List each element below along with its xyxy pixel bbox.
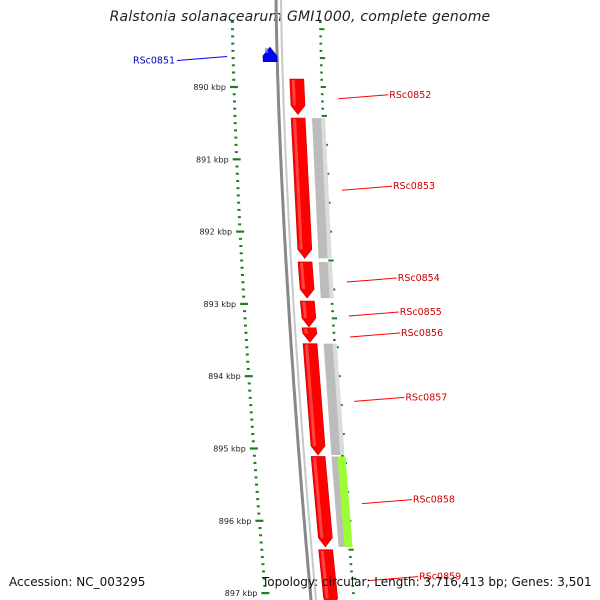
rna-feature-bar — [337, 456, 353, 547]
gene-arrow-shine — [264, 48, 269, 54]
gene-arrow-shine — [320, 550, 329, 599]
gene-label-rsc0853: RSc0853 — [393, 181, 435, 192]
map-title: Ralstonia solanacearum GMI1000, complete… — [109, 9, 491, 25]
gene-label-rsc0854: RSc0854 — [398, 273, 440, 284]
gene-label-rsc0859: RSc0859 — [419, 572, 461, 583]
gene-label-rsc0857: RSc0857 — [405, 392, 447, 403]
gene-label-rsc0852: RSc0852 — [389, 90, 431, 101]
cds-feature-highlight — [327, 261, 334, 299]
gene-callout-line — [341, 185, 392, 191]
ruler-label: 893 kbp — [204, 300, 237, 309]
ruler-label: 897 kbp — [225, 589, 258, 598]
gene-callout-line — [361, 499, 412, 505]
gene-callout-line — [346, 277, 397, 283]
ruler-label: 894 kbp — [208, 372, 241, 381]
gene-arrow-rsc0851 — [262, 46, 278, 62]
gene-arrow-shine — [305, 344, 316, 447]
backbone-layer — [274, 0, 318, 600]
gene-arrow-shine — [302, 302, 307, 319]
gene-arrow-shine — [293, 119, 303, 250]
gene-layer — [262, 46, 338, 600]
gene-label-rsc0855: RSc0855 — [400, 307, 442, 318]
gene-arrow-shine — [300, 262, 306, 290]
backbone-shadow-line — [280, 0, 318, 600]
gene-callout-line — [348, 311, 399, 317]
tick-marks-layer: 890 kbp 891 kbp 892 kbp 893 kbp 894 kbp 895 k… — [193, 20, 357, 598]
label-layer: RSc0851 RSc0852 RSc0853 RSc0854 RSc0855 RSc08… — [133, 55, 461, 582]
gene-label-rsc0856: RSc0856 — [401, 328, 443, 339]
cds-feature-highlight — [332, 343, 345, 456]
genome-summary-text: Topology: circular; Length: 3,716,413 bp… — [262, 575, 592, 589]
gene-callout-line — [338, 94, 389, 100]
gene-callout-line — [350, 332, 401, 338]
gene-callout-line — [368, 576, 419, 582]
gene-arrow-shine — [304, 328, 308, 334]
gene-label-rsc0858: RSc0858 — [413, 495, 455, 506]
ruler-label: 891 kbp — [196, 155, 229, 164]
cds-feature-highlight — [321, 118, 332, 259]
gene-callout-line — [354, 396, 405, 402]
backbone-line — [274, 0, 313, 600]
gene-arrow-shine — [291, 80, 296, 106]
gene-arrow-shine — [313, 457, 324, 538]
ruler-label: 892 kbp — [199, 228, 232, 237]
feature-layer — [312, 118, 353, 547]
ruler-label: 890 kbp — [193, 83, 226, 92]
gene-callout-line — [177, 55, 228, 61]
gene-label-rsc0851: RSc0851 — [133, 55, 175, 66]
ruler-label: 895 kbp — [213, 445, 246, 454]
accession-text: Accession: NC_003295 — [9, 575, 146, 589]
ruler-label: 896 kbp — [219, 517, 252, 526]
